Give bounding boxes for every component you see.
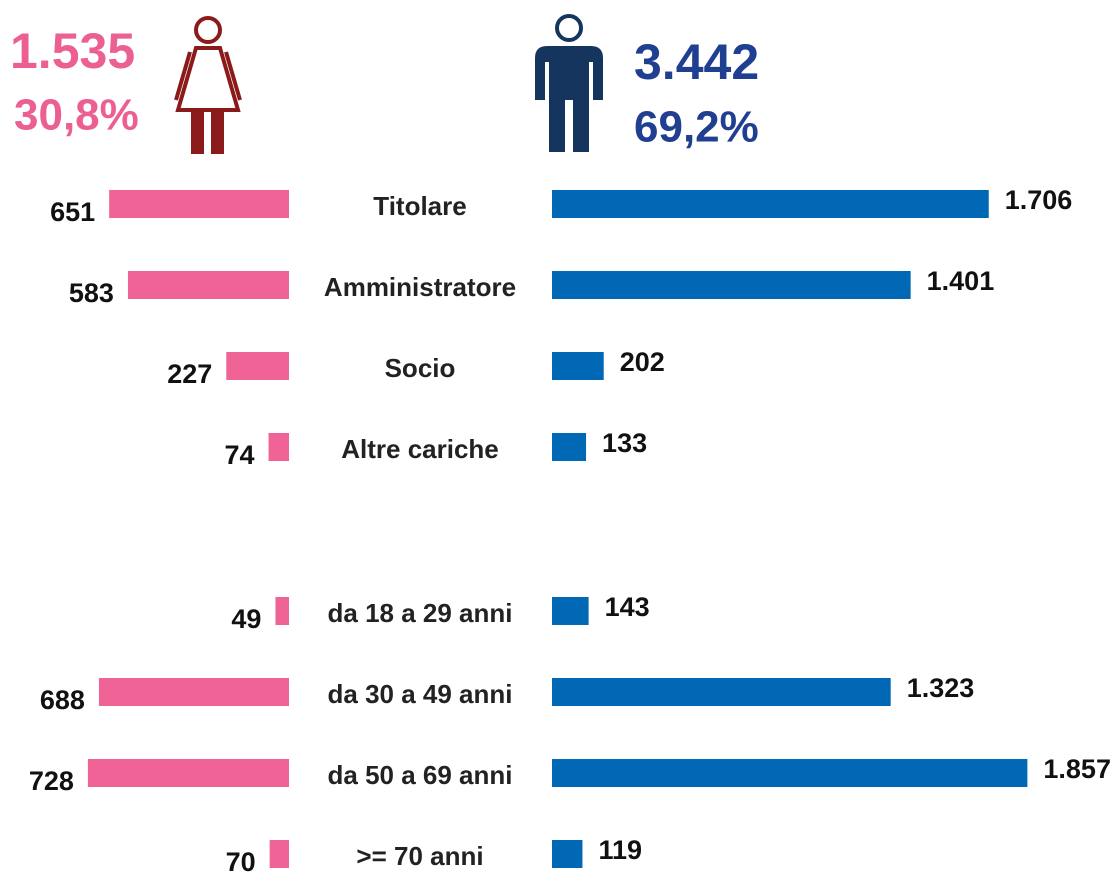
bar	[552, 433, 587, 461]
bar	[275, 597, 289, 625]
value-label: 1.857	[1043, 754, 1111, 784]
bar	[552, 597, 589, 625]
bar	[268, 433, 289, 461]
bar	[552, 759, 1028, 787]
category-label: Altre cariche	[341, 434, 499, 464]
bar	[552, 190, 989, 218]
category-label: Amministratore	[324, 272, 516, 302]
value-label: 70	[226, 847, 256, 875]
female-icon	[174, 16, 242, 154]
bar	[109, 190, 289, 218]
value-label: 651	[50, 197, 95, 227]
category-label: >= 70 anni	[356, 841, 483, 871]
bar	[552, 840, 583, 868]
value-label: 133	[602, 428, 647, 458]
bar	[269, 840, 289, 868]
value-label: 1.323	[907, 673, 975, 703]
value-label: 143	[605, 592, 650, 622]
bar	[552, 678, 891, 706]
value-label: 49	[231, 604, 261, 634]
category-label: Socio	[385, 353, 456, 383]
male-share: 69,2%	[634, 103, 759, 152]
value-label: 1.706	[1005, 185, 1073, 215]
value-label: 728	[29, 766, 74, 796]
value-label: 74	[225, 440, 255, 470]
category-label: da 18 a 29 anni	[328, 598, 513, 628]
bar	[552, 352, 604, 380]
value-label: 119	[598, 835, 642, 865]
category-label: Titolare	[373, 191, 466, 221]
value-label: 202	[620, 347, 665, 377]
bar	[87, 759, 289, 787]
value-label: 688	[40, 685, 85, 715]
value-label: 583	[69, 278, 114, 308]
bar	[127, 271, 289, 299]
male-total: 3.442	[634, 34, 759, 90]
female-total: 1.535	[10, 23, 135, 79]
bar	[552, 271, 911, 299]
bar	[226, 352, 289, 380]
category-label: da 30 a 49 anni	[328, 679, 513, 709]
male-icon	[535, 14, 603, 152]
value-label: 1.401	[927, 266, 995, 296]
female-share: 30,8%	[14, 91, 139, 140]
category-label: da 50 a 69 anni	[328, 760, 513, 790]
value-label: 227	[167, 359, 212, 389]
bar	[98, 678, 289, 706]
